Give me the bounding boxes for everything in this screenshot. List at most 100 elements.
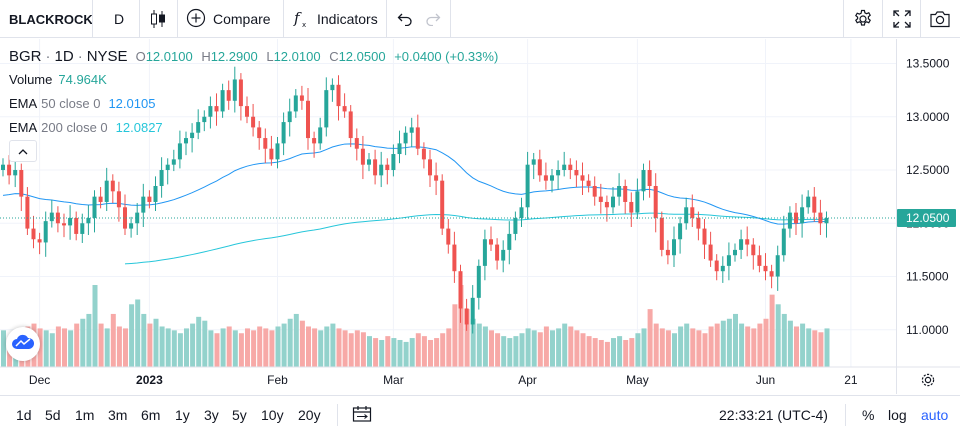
candle: [678, 216, 683, 254]
volume-bar: [104, 328, 110, 367]
undo-button[interactable]: [393, 0, 417, 38]
range-label: 1y: [175, 407, 190, 423]
tradingview-logo[interactable]: [6, 327, 40, 361]
range-20y-button[interactable]: 20y: [298, 396, 321, 433]
candle-body: [147, 196, 152, 202]
candle: [92, 190, 97, 233]
volume-bar: [751, 328, 757, 367]
candle: [37, 232, 42, 255]
range-1y-button[interactable]: 1y: [175, 396, 190, 433]
toolbar-divider: [843, 0, 844, 38]
volume-bar: [647, 309, 653, 367]
settings-icon: [853, 9, 873, 29]
legend-collapse-button[interactable]: [9, 140, 37, 162]
candle: [482, 229, 487, 281]
volume-bar: [159, 326, 165, 367]
snapshot-button[interactable]: [926, 0, 954, 38]
volume-bar: [623, 339, 629, 367]
candle-body: [757, 255, 762, 266]
goto-date-button[interactable]: [352, 396, 372, 433]
candle: [171, 149, 176, 172]
fullscreen-button[interactable]: [888, 0, 916, 38]
symbol-name: BLACKROCK: [9, 11, 92, 27]
range-6m-button[interactable]: 6m: [141, 396, 160, 433]
range-5y-button[interactable]: 5y: [232, 396, 247, 433]
compare-button[interactable]: Compare: [186, 0, 280, 38]
candle-body: [464, 308, 469, 325]
candle-body: [824, 217, 829, 224]
legend-dot: ·: [77, 47, 83, 65]
candle: [135, 203, 140, 235]
candle-body: [74, 217, 79, 234]
price-chart[interactable]: 13.500013.000012.500012.000011.500011.00…: [0, 39, 960, 394]
volume-bar: [318, 330, 324, 367]
candle: [129, 216, 134, 238]
candle-body: [421, 148, 426, 160]
candle: [293, 89, 298, 118]
candle-body: [324, 90, 329, 128]
percent-scale-toggle[interactable]: %: [862, 396, 874, 433]
log-scale-toggle[interactable]: log: [888, 396, 907, 433]
candle: [403, 126, 408, 156]
candles-icon: [149, 9, 167, 29]
interval-button[interactable]: D: [104, 0, 134, 38]
candle-body: [531, 159, 536, 165]
volume-bar: [519, 333, 525, 367]
range-1m-button[interactable]: 1m: [75, 396, 94, 433]
settings-button[interactable]: [849, 0, 877, 38]
volume-bar: [312, 328, 318, 367]
candle-body: [720, 265, 725, 272]
candle: [1, 158, 5, 177]
volume-bar: [489, 330, 494, 367]
volume-bar: [55, 326, 61, 367]
candle: [184, 131, 188, 156]
candle: [659, 211, 664, 257]
candle: [330, 78, 335, 102]
volume-bar: [769, 294, 775, 367]
redo-button[interactable]: [421, 0, 445, 38]
chart-type-button[interactable]: [143, 0, 173, 38]
candle: [495, 238, 500, 270]
volume-bar: [495, 333, 501, 367]
cloud-logo-icon: [11, 334, 35, 355]
volume-bar: [324, 326, 330, 367]
candle: [726, 242, 731, 281]
candle-body: [415, 127, 420, 149]
candle: [214, 93, 219, 126]
candle: [714, 254, 719, 281]
axis-settings-icon[interactable]: [921, 373, 935, 387]
volume-bar: [452, 304, 458, 367]
candle: [672, 226, 676, 267]
range-1d-button[interactable]: 1d: [16, 396, 32, 433]
range-10y-button[interactable]: 10y: [261, 396, 284, 433]
volume-bar: [787, 320, 793, 367]
candle-body: [629, 201, 634, 213]
candle-body: [367, 159, 371, 165]
ema200-legend[interactable]: EMA 200 close 0 12.0827: [9, 118, 163, 136]
candle-body: [641, 170, 646, 192]
candle: [141, 183, 146, 227]
candle-body: [495, 244, 500, 261]
ema50-legend[interactable]: EMA 50 close 0 12.0105: [9, 94, 155, 112]
candle: [354, 128, 359, 161]
candle-body: [604, 201, 609, 208]
candle-body: [812, 196, 817, 213]
range-5d-button[interactable]: 5d: [45, 396, 61, 433]
range-3m-button[interactable]: 3m: [108, 396, 127, 433]
candle-body: [397, 143, 402, 155]
candle: [543, 162, 548, 190]
candle: [31, 215, 36, 249]
volume-bar: [147, 323, 153, 367]
volume-bar: [68, 330, 74, 367]
candle-body: [507, 233, 512, 250]
candle: [428, 149, 432, 188]
legend-symbol[interactable]: BGR: [9, 47, 42, 65]
volume-legend[interactable]: Volume 74.964K: [9, 70, 107, 88]
range-3y-button[interactable]: 3y: [204, 396, 219, 433]
auto-scale-toggle[interactable]: auto: [921, 396, 948, 433]
timezone-clock[interactable]: 22:33:21 (UTC-4): [719, 396, 828, 433]
volume-bar: [415, 333, 421, 367]
candle: [513, 211, 518, 241]
symbol-search-button[interactable]: BLACKROCK: [0, 0, 92, 38]
